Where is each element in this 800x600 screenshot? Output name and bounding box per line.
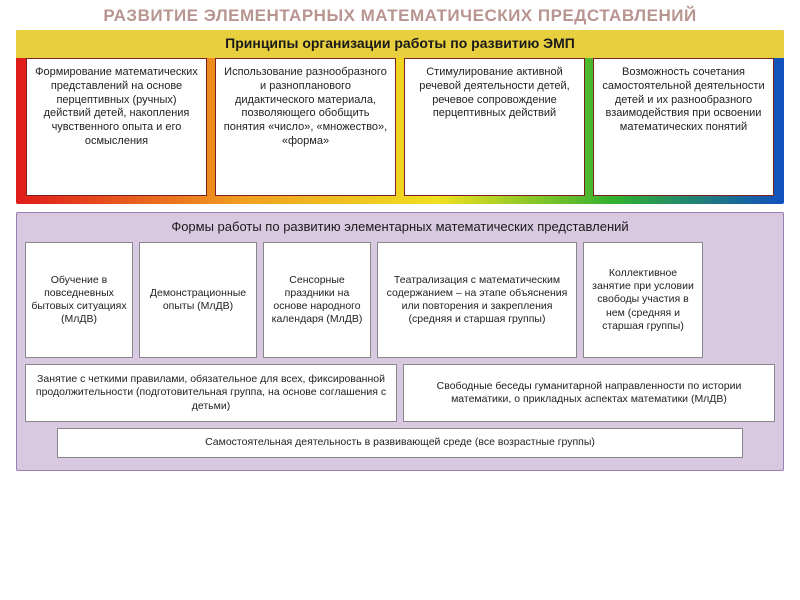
form-card-r1-1: Обучение в повседневных бытовых ситуация… xyxy=(25,242,133,358)
main-title: РАЗВИТИЕ ЭЛЕМЕНТАРНЫХ МАТЕМАТИЧЕСКИХ ПРЕ… xyxy=(0,0,800,30)
principles-row: Формирование математических представлени… xyxy=(16,58,784,196)
principle-card-3: Стимулирование активной речевой деятельн… xyxy=(404,58,585,196)
forms-row-1: Обучение в повседневных бытовых ситуация… xyxy=(17,242,783,358)
form-card-r1-4: Театрализация с математическим содержани… xyxy=(377,242,577,358)
principles-block: Принципы организации работы по развитию … xyxy=(16,30,784,204)
forms-row-3: Самостоятельная деятельность в развивающ… xyxy=(17,428,783,458)
form-card-r1-5: Коллективное занятие при условии свободы… xyxy=(583,242,703,358)
forms-block: Формы работы по развитию элементарных ма… xyxy=(16,212,784,471)
form-card-r1-2: Демонстрацион­ные опыты (МлДВ) xyxy=(139,242,257,358)
form-card-r1-3: Сенсорные праздники на основе народного … xyxy=(263,242,371,358)
principle-card-1: Формирование математических представлени… xyxy=(26,58,207,196)
form-card-r2-1: Занятие с четкими правилами, обязательно… xyxy=(25,364,397,422)
form-card-r3: Самостоятельная деятельность в развивающ… xyxy=(57,428,743,458)
forms-title: Формы работы по развитию элементарных ма… xyxy=(17,213,783,242)
form-card-r2-2: Свободные беседы гуманитарной направленн… xyxy=(403,364,775,422)
principle-card-4: Возможность сочетания самостоятельной де… xyxy=(593,58,774,196)
slide: РАЗВИТИЕ ЭЛЕМЕНТАРНЫХ МАТЕМАТИЧЕСКИХ ПРЕ… xyxy=(0,0,800,600)
forms-row-2: Занятие с четкими правилами, обязательно… xyxy=(17,364,783,422)
principles-title: Принципы организации работы по развитию … xyxy=(16,30,784,58)
principle-card-2: Использование разнообразного и разноплан… xyxy=(215,58,396,196)
